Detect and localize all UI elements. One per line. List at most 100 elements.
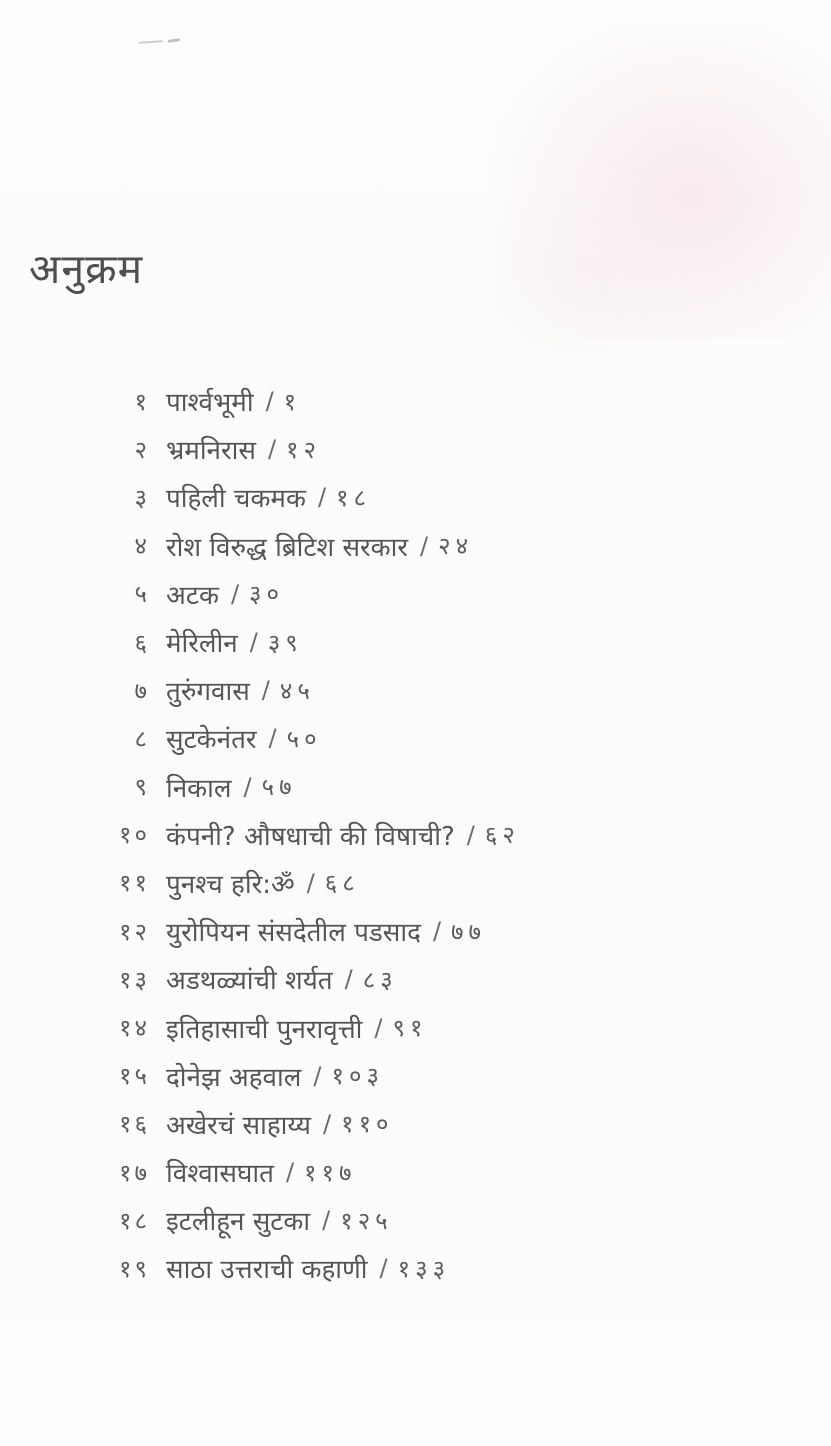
chapter-number: १८ (119, 1206, 150, 1235)
chapter-title: विश्वासघात (166, 1159, 274, 1190)
chapter-number: १ (134, 387, 150, 416)
pencil-mark-artifact (167, 38, 181, 43)
chapter-title: इतिहासाची पुनरावृत्ती (166, 1014, 363, 1045)
chapter-number: ८ (134, 724, 150, 753)
toc-row: ६ मेरिलीन / ३९ (0, 618, 831, 666)
separator-slash: / (466, 820, 475, 849)
toc-row: १५ दोनेझ अहवाल / १०३ (0, 1052, 831, 1100)
toc-row: ४ रोश विरुद्ध ब्रिटिश सरकार / २४ (0, 522, 831, 570)
chapter-page-number: ३९ (267, 628, 303, 657)
chapter-number: ११ (119, 869, 150, 898)
chapter-number: १० (119, 821, 150, 850)
chapter-page-number: ६८ (324, 869, 360, 898)
toc-row: ३ पहिली चकमक / १८ (0, 473, 831, 521)
separator-slash: / (268, 724, 277, 753)
toc-row: १८ इटलीहून सुटका / १२५ (0, 1196, 831, 1244)
separator-slash: / (344, 965, 353, 994)
separator-slash: / (261, 676, 270, 705)
chapter-title: सुटकेनंतर (166, 725, 257, 756)
separator-slash: / (379, 1254, 388, 1283)
chapter-page-number: १ (283, 387, 302, 416)
chapter-title: युरोपियन संसदेतील पडसाद (166, 918, 421, 949)
chapter-number: १२ (119, 917, 150, 946)
separator-slash: / (313, 1061, 322, 1090)
chapter-page-number: ७७ (451, 917, 486, 946)
chapter-number: ६ (134, 628, 150, 657)
chapter-page-number: ४५ (279, 676, 315, 705)
chapter-title: मेरिलीन (166, 629, 238, 660)
chapter-number: ९ (134, 773, 150, 802)
toc-row: १७ विश्वासघात / ११७ (0, 1148, 831, 1196)
scan-blotch-artifact (491, 20, 831, 340)
chapter-title: भ्रमनिरास (166, 436, 256, 467)
separator-slash: / (432, 917, 442, 946)
chapter-page-number: ५७ (261, 773, 297, 802)
toc-row: १० कंपनी? औषधाची की विषाची? / ६२ (0, 811, 831, 859)
chapter-title: दोनेझ अहवाल (166, 1062, 302, 1093)
chapter-page-number: १३३ (397, 1254, 451, 1283)
separator-slash: / (230, 579, 240, 608)
toc-row: ५ अटक / ३० (0, 570, 831, 618)
toc-row: २ भ्रमनिरास / १२ (0, 425, 831, 473)
pencil-mark-artifact (138, 40, 164, 44)
chapter-title: अडथळ्यांची शर्यत (166, 966, 333, 997)
chapter-number: ७ (134, 676, 150, 705)
page-title: अनुक्रम (29, 245, 144, 293)
chapter-page-number: ८३ (362, 965, 398, 994)
separator-slash: / (317, 483, 327, 512)
chapter-title: पहिली चकमक (166, 484, 306, 515)
separator-slash: / (374, 1013, 383, 1042)
toc-row: १४ इतिहासाची पुनरावृत्ती / ९१ (0, 1003, 831, 1051)
chapter-page-number: २४ (438, 532, 474, 561)
separator-slash: / (323, 1109, 332, 1138)
chapter-title: पार्श्वभूमी (166, 388, 254, 419)
toc-row: ८ सुटकेनंतर / ५० (0, 714, 831, 762)
separator-slash: / (322, 1206, 331, 1235)
chapter-number: १६ (119, 1110, 150, 1139)
chapter-number: १३ (119, 965, 150, 994)
chapter-title: अटक (166, 580, 219, 611)
separator-slash: / (285, 1158, 295, 1187)
chapter-page-number: ११० (341, 1110, 394, 1139)
chapter-page-number: ३० (249, 580, 284, 609)
chapter-number: ५ (134, 580, 150, 609)
chapter-title: इटलीहून सुटका (166, 1207, 311, 1238)
chapter-number: ४ (134, 532, 150, 561)
chapter-page-number: ९१ (392, 1014, 428, 1043)
chapter-page-number: १२ (286, 435, 321, 464)
toc-row: १३ अडथळ्यांची शर्यत / ८३ (0, 955, 831, 1003)
separator-slash: / (249, 628, 258, 657)
chapter-title: तुरुंगवास (166, 677, 250, 708)
chapter-page-number: ११७ (304, 1158, 357, 1187)
chapter-page-number: १२५ (340, 1206, 393, 1235)
chapter-title: निकाल (166, 773, 232, 804)
table-of-contents: १ पार्श्वभूमी / १ २ भ्रमनिरास / १२ ३ पहि… (0, 377, 831, 1293)
scan-blotch-artifact (451, 180, 711, 380)
chapter-title: कंपनी? औषधाची की विषाची? (166, 821, 455, 852)
chapter-number: १५ (119, 1062, 150, 1091)
toc-row: १९ साठा उत्तराची कहाणी / १३३ (0, 1244, 831, 1292)
toc-row: ९ निकाल / ५७ (0, 763, 831, 811)
toc-row: १६ अखेरचं साहाय्य / ११० (0, 1100, 831, 1148)
chapter-page-number: ६२ (484, 821, 520, 850)
chapter-page-number: १८ (336, 483, 371, 512)
chapter-number: १४ (119, 1014, 150, 1043)
toc-row: १२ युरोपियन संसदेतील पडसाद / ७७ (0, 907, 831, 955)
toc-row: ७ तुरुंगवास / ४५ (0, 666, 831, 714)
chapter-page-number: १०३ (331, 1062, 384, 1091)
separator-slash: / (420, 531, 429, 560)
separator-slash: / (265, 387, 274, 416)
separator-slash: / (267, 435, 277, 464)
chapter-title: पुनश्च हरि:ॐ (166, 869, 295, 900)
chapter-number: १७ (119, 1158, 150, 1187)
chapter-page-number: ५० (286, 724, 322, 753)
chapter-title: रोश विरुद्ध ब्रिटिश सरकार (166, 532, 408, 563)
separator-slash: / (306, 868, 315, 897)
chapter-number: २ (134, 435, 150, 464)
chapter-number: १९ (119, 1254, 150, 1283)
chapter-title: अखेरचं साहाय्य (166, 1110, 311, 1141)
toc-row: ११ पुनश्च हरि:ॐ / ६८ (0, 859, 831, 907)
separator-slash: / (243, 772, 252, 801)
chapter-number: ३ (134, 483, 150, 512)
